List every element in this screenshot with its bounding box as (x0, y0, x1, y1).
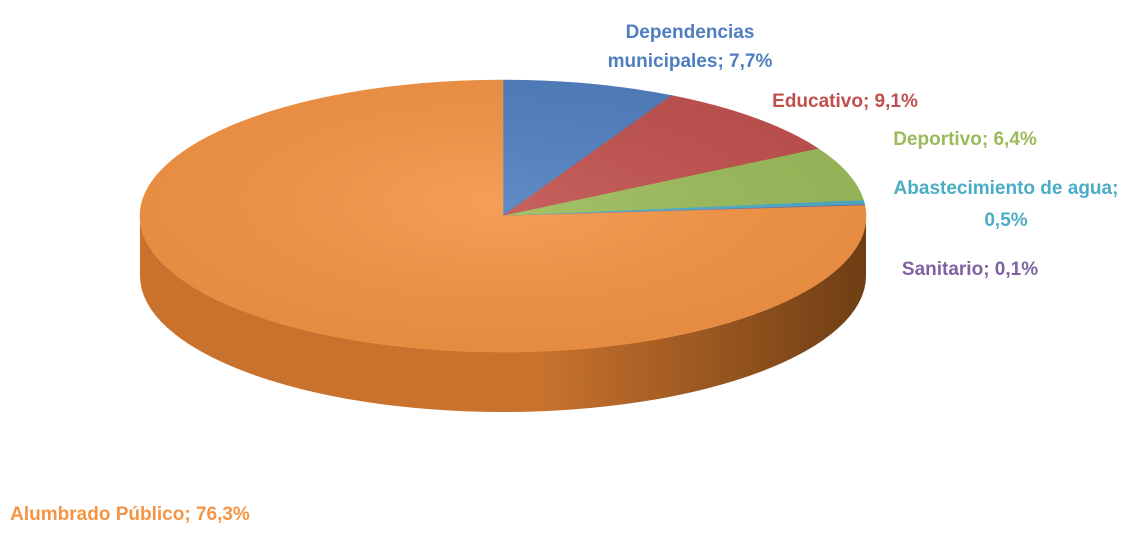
data-label-sanitario: Sanitario; 0,1% (902, 259, 1038, 280)
data-label-line: Deportivo; 6,4% (893, 129, 1037, 150)
data-label-line: Dependencias (626, 22, 755, 43)
data-label-line: Abastecimiento de agua; (894, 178, 1119, 199)
data-label-educativo: Educativo; 9,1% (772, 91, 918, 112)
data-label-line: Sanitario; 0,1% (902, 259, 1038, 280)
data-label-line: Educativo; 9,1% (772, 91, 918, 112)
pie-side-layer (140, 216, 866, 412)
data-label-dependencias-municipales: Dependencias municipales; 7,7% (608, 22, 773, 72)
pie-top-highlight (140, 80, 866, 352)
data-label-line: municipales; 7,7% (608, 51, 773, 72)
data-label-alumbrado-publico: Alumbrado Público; 76,3% (10, 504, 250, 525)
data-label-line: 0,5% (984, 210, 1027, 231)
data-label-line: Alumbrado Público; 76,3% (10, 504, 250, 525)
data-label-deportivo: Deportivo; 6,4% (893, 129, 1037, 150)
data-label-abastecimiento-de-agua: Abastecimiento de agua; 0,5% (894, 178, 1119, 231)
pie-labels: Dependencias municipales; 7,7% Educativo; … (10, 22, 1118, 525)
pie-slice-side-alumbrado-publico (140, 216, 866, 412)
